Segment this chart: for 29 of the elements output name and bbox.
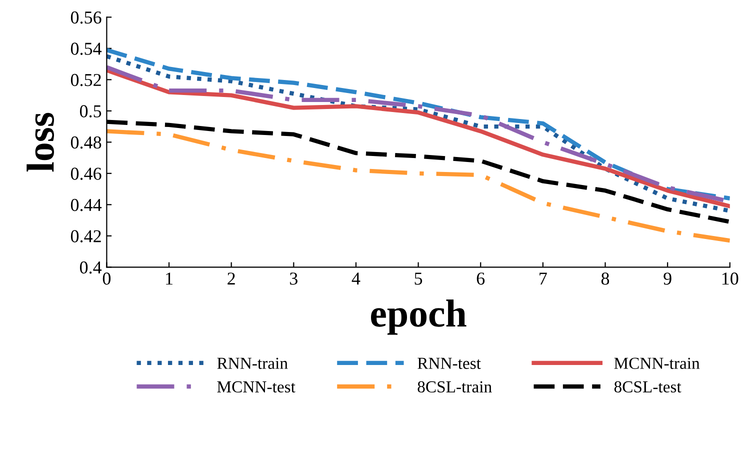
y-tick-label: 0.4 (80, 261, 102, 274)
y-tick-label: 0.44 (70, 198, 102, 212)
x-tick-label: 7 (540, 272, 547, 285)
x-tick-label: 2 (228, 272, 235, 285)
legend-label: MCNN-train (614, 358, 700, 369)
legend-label: MCNN-test (217, 381, 296, 392)
x-tick-label: 6 (476, 272, 485, 285)
x-tick-label: 9 (664, 272, 672, 285)
y-tick-label: 0.52 (70, 74, 101, 86)
y-tick-label: 0.42 (70, 230, 101, 242)
y-axis-title: loss (26, 112, 54, 172)
legend-label: 8CSL-train (418, 381, 492, 392)
x-tick-label: 1 (166, 272, 172, 285)
y-tick-label: 0.56 (70, 11, 102, 24)
x-tick-label: 3 (290, 272, 298, 285)
y-tick-label: 0.5 (80, 105, 102, 118)
x-tick-label: 5 (414, 272, 422, 285)
x-tick-label: 0 (102, 272, 111, 285)
x-tick-label: 4 (352, 272, 360, 285)
line-series (106, 129, 730, 243)
x-axis-title: epoch (371, 299, 466, 335)
legend-label: 8CSL-test (614, 381, 682, 392)
legend-label: RNN-test (418, 358, 481, 369)
y-tick-label: 0.48 (70, 136, 102, 149)
legend-label: RNN-train (217, 358, 288, 369)
y-tick-label: 0.54 (70, 42, 102, 55)
y-tick-label: 0.46 (70, 168, 102, 180)
x-tick-label: 10 (722, 272, 738, 285)
x-tick-label: 8 (601, 272, 610, 285)
